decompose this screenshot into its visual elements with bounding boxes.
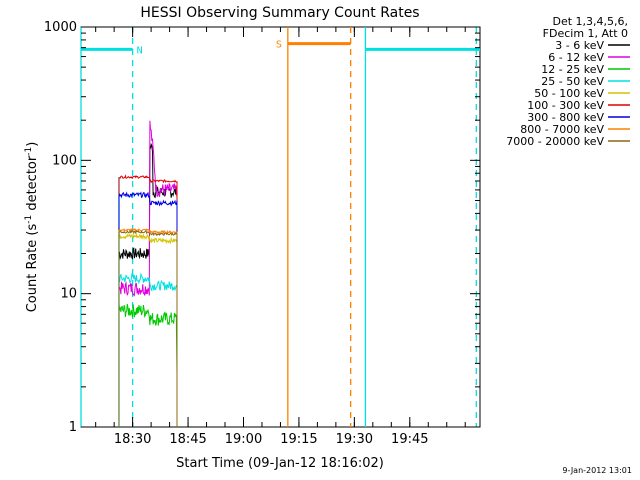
flags-layer: NS: [80, 27, 480, 427]
legend-entry-6: 300 - 800 keV: [527, 111, 604, 124]
series-line-1: [118, 120, 178, 427]
x-tick-label: 19:30: [336, 432, 373, 447]
legend-entry-8: 7000 - 20000 keV: [506, 135, 604, 148]
series-line-7: [118, 227, 178, 427]
series-line-8: [118, 229, 178, 427]
series-line-3: [118, 272, 178, 427]
x-tick-label: 18:45: [169, 432, 206, 447]
y-axis-label-part2: detector: [25, 155, 40, 215]
series-line-5: [118, 174, 178, 427]
timestamp: 9-Jan-2012 13:01: [562, 466, 632, 475]
legend-entry-5: 100 - 300 keV: [527, 99, 604, 112]
x-tick-label: 19:00: [225, 432, 262, 447]
y-tick-label: 100: [52, 153, 77, 168]
x-tick-label: 18:30: [114, 432, 151, 447]
x-tick-label: 19:15: [280, 432, 317, 447]
flag-S-label: S: [276, 40, 282, 51]
x-tick-label: 19:45: [391, 432, 428, 447]
legend-header-line-2: FDecim 1, Att 0: [543, 27, 628, 40]
chart-title: HESSI Observing Summary Count Rates: [140, 5, 419, 21]
legend-entry-7: 800 - 7000 keV: [520, 123, 604, 136]
plot-frame: [80, 26, 481, 428]
y-tick-label: 1: [69, 420, 77, 435]
x-axis-label: Start Time (09-Jan-12 18:16:02): [176, 456, 384, 471]
series-line-4: [118, 232, 178, 427]
legend-entry-2: 12 - 25 keV: [541, 63, 604, 76]
y-axis: 1 10 100 1000: [44, 20, 480, 435]
y-axis-label-sup1: -1: [24, 215, 34, 224]
legend-header-line-1: Det 1,3,4,5,6,: [552, 15, 628, 28]
y-axis-label-part1: Count Rate (s: [25, 224, 40, 313]
y-axis-label-sup2: -1: [24, 147, 34, 156]
legend-entry-3: 25 - 50 keV: [541, 75, 604, 88]
series-line-6: [118, 191, 178, 427]
y-axis-label-part3: ): [25, 142, 40, 147]
y-tick-label: 10: [60, 287, 77, 302]
x-axis: 18:30 18:45 19:00 19:15 19:30 19:45: [95, 27, 466, 447]
legend: Det 1,3,4,5,6, FDecim 1, Att 0 3 - 6 keV…: [506, 15, 630, 148]
y-tick-label: 1000: [44, 20, 77, 35]
series-layer: [118, 120, 178, 427]
flag-N-label: N: [137, 45, 143, 56]
y-axis-label: Count Rate (s-1 detector-1): [24, 142, 40, 313]
series-line-2: [118, 303, 178, 427]
legend-entry-0: 3 - 6 keV: [555, 39, 604, 52]
legend-entry-1: 6 - 12 keV: [548, 51, 604, 64]
legend-entry-4: 50 - 100 keV: [534, 87, 604, 100]
